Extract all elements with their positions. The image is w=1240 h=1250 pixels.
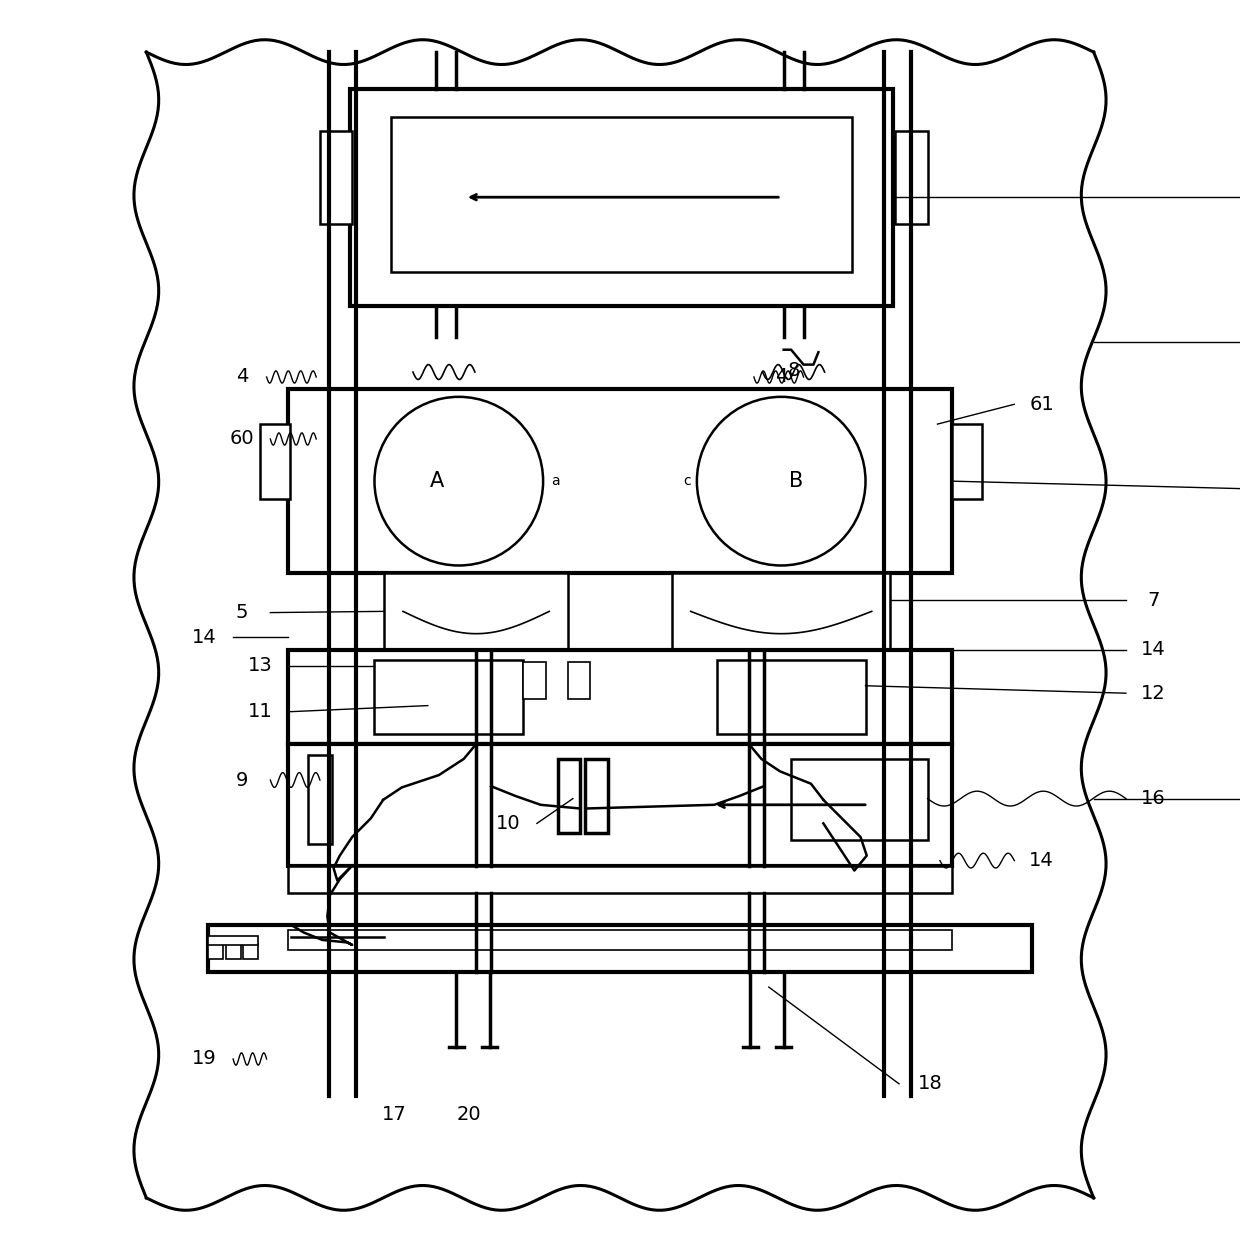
Text: 17: 17 bbox=[382, 1105, 407, 1124]
Text: 8: 8 bbox=[787, 361, 800, 380]
Bar bbox=[672, 572, 890, 650]
Text: B: B bbox=[789, 471, 804, 491]
Text: 14: 14 bbox=[192, 628, 217, 648]
Bar bbox=[208, 944, 223, 959]
Bar bbox=[558, 759, 580, 834]
Bar bbox=[288, 865, 952, 892]
Text: 13: 13 bbox=[248, 656, 273, 675]
Bar bbox=[226, 944, 241, 959]
Text: 4: 4 bbox=[775, 368, 787, 386]
Text: 14: 14 bbox=[1141, 640, 1166, 659]
Bar bbox=[288, 390, 952, 572]
Text: 7: 7 bbox=[1147, 591, 1159, 610]
Text: 14: 14 bbox=[1029, 851, 1054, 870]
Bar bbox=[243, 944, 258, 959]
Text: 11: 11 bbox=[248, 703, 273, 721]
Text: 4: 4 bbox=[236, 368, 248, 386]
Bar bbox=[374, 660, 523, 734]
Bar bbox=[585, 759, 608, 834]
Bar bbox=[260, 424, 290, 499]
Bar bbox=[791, 759, 928, 840]
Text: 20: 20 bbox=[456, 1105, 481, 1124]
Bar bbox=[523, 662, 546, 700]
Text: 19: 19 bbox=[192, 1050, 217, 1069]
Bar bbox=[288, 650, 952, 744]
Bar bbox=[895, 131, 928, 225]
Text: 12: 12 bbox=[1141, 684, 1166, 702]
Text: 5: 5 bbox=[236, 602, 248, 622]
Text: 61: 61 bbox=[1029, 395, 1054, 414]
Text: 9: 9 bbox=[236, 770, 248, 790]
Text: 10: 10 bbox=[496, 814, 521, 832]
Bar bbox=[308, 755, 332, 845]
Text: c: c bbox=[683, 474, 691, 489]
Bar bbox=[568, 662, 590, 700]
Text: A: A bbox=[429, 471, 444, 491]
Bar bbox=[717, 660, 866, 734]
Bar bbox=[320, 131, 352, 225]
Bar bbox=[288, 930, 952, 950]
Bar bbox=[208, 925, 1032, 972]
Bar bbox=[952, 424, 982, 499]
Bar bbox=[208, 936, 258, 945]
Bar bbox=[391, 116, 852, 271]
Text: 16: 16 bbox=[1141, 789, 1166, 808]
Bar bbox=[288, 744, 952, 865]
Text: a: a bbox=[552, 474, 559, 489]
Bar bbox=[384, 572, 568, 650]
Text: 60: 60 bbox=[229, 430, 254, 449]
Bar bbox=[350, 89, 893, 306]
Text: 18: 18 bbox=[918, 1074, 942, 1094]
